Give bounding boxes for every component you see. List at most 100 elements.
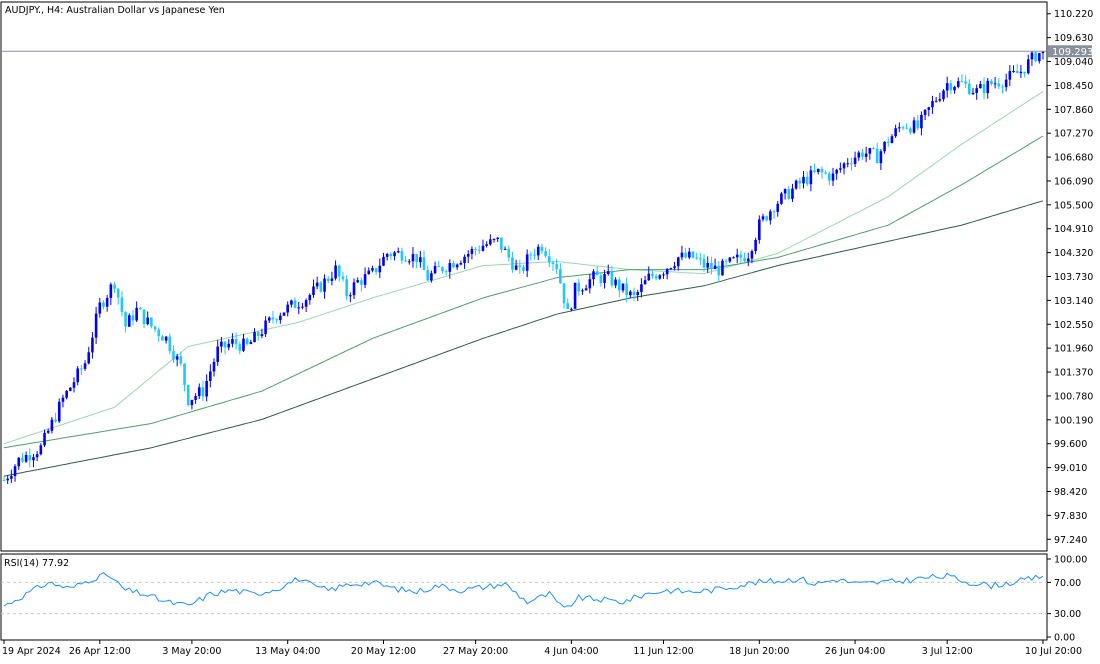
- candle-body: [702, 258, 706, 268]
- candle-body: [282, 312, 286, 316]
- candle-body: [798, 180, 802, 184]
- candle-body: [1012, 70, 1015, 72]
- candlesticks: [2, 50, 1045, 484]
- candle-body: [640, 284, 643, 293]
- candle-body: [794, 180, 798, 189]
- candle-body: [820, 168, 824, 173]
- price-panel[interactable]: AUDJPY., H4: Australian Dollar vs Japane…: [0, 1, 1048, 552]
- candle-body: [938, 99, 942, 101]
- candle-body: [1041, 51, 1045, 54]
- candle-body: [485, 244, 488, 246]
- candle-body: [28, 455, 32, 461]
- candle-body: [706, 263, 710, 268]
- candle-body: [459, 262, 463, 265]
- candle-body: [894, 128, 897, 137]
- candle-body: [57, 401, 61, 422]
- candle-body: [279, 315, 282, 321]
- candle-body: [190, 399, 194, 406]
- price-tick-label: 109.040: [1054, 57, 1093, 68]
- candle-body: [220, 341, 223, 347]
- candle-body: [853, 157, 857, 164]
- candle-body: [839, 168, 842, 170]
- candle-body: [559, 269, 562, 284]
- candle-body: [477, 249, 481, 251]
- candle-body: [452, 263, 455, 268]
- rsi-panel[interactable]: RSI(14) 77.92: [0, 553, 1048, 641]
- candle-body: [691, 251, 695, 258]
- candle-body: [680, 252, 684, 258]
- candle-body: [780, 193, 783, 204]
- candle-body: [901, 127, 905, 129]
- candle-body: [109, 284, 113, 298]
- candle-body: [32, 457, 35, 461]
- candle-body: [614, 279, 617, 286]
- candle-body: [146, 317, 149, 325]
- candle-body: [102, 302, 105, 307]
- price-tick-label: 102.550: [1054, 320, 1093, 331]
- candle-body: [245, 338, 249, 345]
- time-tick-label: 18 Jun 20:00: [729, 646, 789, 657]
- candle-body: [562, 283, 566, 304]
- candle-body: [2, 480, 6, 482]
- candle-body: [116, 288, 120, 298]
- candle-body: [728, 257, 732, 262]
- candle-body: [695, 257, 698, 259]
- candle-body: [511, 257, 514, 270]
- candle-body: [636, 292, 640, 296]
- candle-body: [87, 352, 91, 364]
- price-tick-label: 103.140: [1054, 296, 1093, 307]
- moving-average-line: [3, 200, 1044, 477]
- candle-body: [330, 278, 334, 281]
- price-tick-label: 108.450: [1054, 81, 1093, 92]
- candle-body: [267, 317, 271, 321]
- candle-body: [783, 189, 787, 194]
- candle-body: [489, 239, 492, 245]
- candle-body: [581, 290, 584, 292]
- candle-body: [927, 107, 931, 110]
- candle-body: [1030, 52, 1034, 60]
- candle-body: [544, 251, 547, 257]
- candle-body: [802, 176, 805, 184]
- candle-body: [389, 253, 393, 257]
- candle-body: [743, 257, 746, 262]
- time-tick-label: 4 Jun 04:00: [544, 646, 598, 657]
- candle-body: [227, 343, 231, 348]
- rsi-tick-label: 70.00: [1054, 578, 1081, 589]
- time-tick-label: 11 Jun 12:00: [633, 646, 693, 657]
- candle-body: [813, 170, 816, 172]
- candle-body: [824, 172, 827, 174]
- candle-body: [437, 265, 441, 268]
- candle-body: [931, 101, 934, 108]
- candle-body: [588, 279, 592, 289]
- candle-body: [113, 284, 116, 289]
- price-tick-label: 97.240: [1054, 535, 1087, 546]
- candle-body: [522, 267, 525, 271]
- candle-body: [76, 368, 79, 383]
- candle-body: [124, 312, 127, 327]
- candle-body: [341, 276, 345, 280]
- candle-body: [503, 248, 507, 250]
- candle-body: [172, 351, 175, 360]
- candle-body: [271, 317, 275, 320]
- candle-body: [466, 253, 470, 257]
- candle-body: [164, 336, 168, 341]
- candle-body: [684, 252, 687, 258]
- candle-body: [426, 269, 430, 281]
- candle-body: [886, 141, 890, 144]
- candle-body: [647, 273, 651, 281]
- candle-body: [98, 302, 102, 314]
- candle-body: [934, 100, 938, 102]
- candle-body: [883, 141, 886, 152]
- candle-body: [721, 260, 724, 276]
- candle-body: [787, 189, 791, 199]
- time-axis[interactable]: 19 Apr 2024 26 Apr 12:00 3 May 20:00 13 May…: [2, 640, 1082, 657]
- candle-body: [662, 274, 665, 276]
- candle-body: [816, 168, 820, 172]
- candle-body: [356, 280, 360, 283]
- price-axis[interactable]: 110.220 109.630 109.040 108.450 107.860 107.2…: [1047, 9, 1093, 546]
- candle-body: [500, 237, 503, 250]
- candle-body: [990, 80, 993, 84]
- price-tick-label: 99.010: [1054, 463, 1087, 474]
- rsi-tick-label: 0.00: [1054, 633, 1075, 644]
- candle-body: [419, 257, 422, 263]
